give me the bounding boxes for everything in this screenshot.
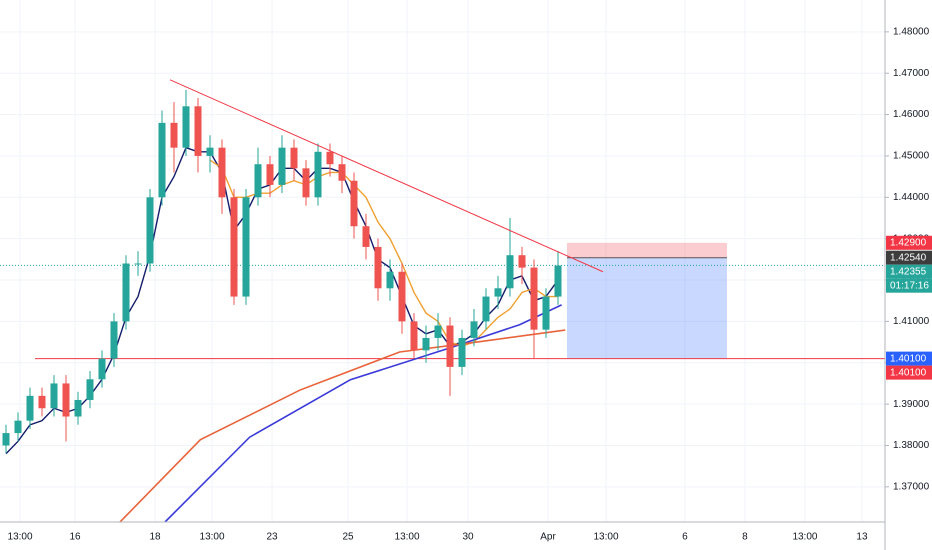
y-tick-label: 1.39000 [893, 399, 930, 410]
candle-body [266, 164, 274, 185]
candle-body [14, 420, 22, 434]
candle-body [26, 395, 34, 421]
candle-body [554, 265, 562, 297]
candle-body [362, 226, 370, 247]
countdown-tag [886, 278, 932, 293]
x-tick-label: Apr [540, 532, 556, 543]
candle-body [218, 147, 226, 198]
candle-body [314, 151, 322, 198]
candle-body [386, 271, 394, 289]
x-tick-label: 13:00 [395, 532, 420, 543]
candle-body [506, 255, 514, 289]
x-tick-label: 23 [266, 532, 278, 543]
candle-body [530, 267, 538, 330]
candle-body [134, 263, 142, 265]
price-tag [886, 264, 932, 279]
candle-body [470, 321, 478, 338]
x-tick-label: 13:00 [792, 532, 817, 543]
price-tag-label: 1.40100 [890, 353, 927, 364]
y-tick-label: 1.45000 [893, 151, 930, 162]
candle-body [74, 399, 82, 417]
candle-body [482, 296, 490, 322]
y-tick-label: 1.44000 [893, 192, 930, 203]
candle-body [434, 325, 442, 338]
x-tick-label: 8 [742, 532, 748, 543]
x-tick-label: 13:00 [593, 532, 618, 543]
candle-body [458, 337, 466, 367]
candle-body [158, 122, 166, 198]
candle-body [290, 147, 298, 169]
candle-body [62, 383, 70, 417]
candle-body [242, 197, 250, 297]
price-tag [886, 351, 932, 366]
price-tag-label: 1.42540 [890, 252, 927, 263]
candle-body [146, 197, 154, 264]
trendline [169, 79, 604, 273]
stop-zone [567, 242, 727, 258]
x-tick-label: 18 [149, 532, 161, 543]
price-tag-label: 1.42900 [890, 237, 927, 248]
candle-body [422, 337, 430, 351]
price-tag [886, 250, 932, 265]
candle-body [494, 288, 502, 297]
y-tick-label: 1.37000 [893, 481, 930, 492]
candle-body [122, 263, 130, 322]
candle-body [38, 395, 46, 409]
x-tick-label: 13 [856, 532, 868, 543]
candle-body [350, 180, 358, 227]
candle-body [110, 321, 118, 359]
line-series [209, 159, 558, 347]
line-series [119, 329, 566, 523]
target-zone [567, 257, 727, 359]
candle-body [278, 147, 286, 185]
price-tag [886, 365, 932, 380]
price-tag-label: 1.40100 [890, 367, 927, 378]
y-tick-label: 1.38000 [893, 440, 930, 451]
x-tick-label: 13:00 [200, 532, 225, 543]
candle-body [2, 433, 10, 446]
x-tick-label: 30 [462, 532, 474, 543]
price-tag-label: 1.42355 [890, 266, 927, 277]
countdown: 01:17:16 [890, 280, 929, 291]
price-tag [886, 235, 932, 250]
x-tick-label: 25 [342, 532, 354, 543]
candle-body [542, 296, 550, 330]
x-tick-label: 13:00 [8, 532, 33, 543]
candle-body [182, 106, 190, 148]
y-tick-label: 1.46000 [893, 109, 930, 120]
candle-body [518, 255, 526, 268]
candle-body [206, 147, 214, 156]
candle-body [194, 106, 202, 156]
x-tick-label: 6 [682, 532, 688, 543]
line-series [164, 304, 562, 523]
candle-body [98, 358, 106, 380]
candle-body [86, 379, 94, 400]
y-tick-label: 1.47000 [893, 68, 930, 79]
candle-body [398, 271, 406, 322]
candle-body [446, 325, 454, 367]
candle-body [302, 168, 310, 198]
y-tick-label: 1.48000 [893, 26, 930, 37]
candle-body [326, 151, 334, 165]
candle-body [338, 164, 346, 181]
x-tick-label: 16 [69, 532, 81, 543]
candle-body [230, 197, 238, 297]
candle-body [170, 122, 178, 148]
candle-body [254, 164, 262, 198]
candle-body [374, 246, 382, 289]
candle-body [50, 383, 58, 409]
candle-body [410, 321, 418, 351]
y-tick-label: 1.41000 [893, 316, 930, 327]
